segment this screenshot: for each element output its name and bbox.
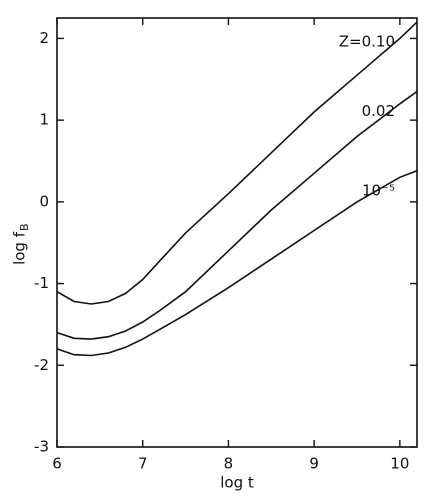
y-tick-label: 2	[39, 29, 49, 47]
y-tick-label: -2	[34, 356, 49, 374]
x-tick-label: 6	[52, 455, 62, 473]
plot-frame	[56, 17, 418, 448]
x-axis-label: log t	[220, 474, 254, 492]
y-axis-label-subscript: B	[18, 223, 31, 231]
x-tick-label: 9	[309, 455, 319, 473]
y-tick-label: 1	[39, 111, 49, 129]
curve	[56, 21, 418, 305]
x-tick-label: 7	[138, 455, 148, 473]
y-tick-label: 0	[39, 192, 49, 210]
x-tick-label: 8	[224, 455, 234, 473]
curve	[56, 90, 418, 340]
curve	[56, 170, 418, 357]
x-tick-label: 10	[390, 455, 409, 473]
curve-label: Z=0.10	[339, 33, 395, 51]
y-tick-label: -3	[34, 438, 49, 456]
y-axis-label-group: log f B	[11, 223, 32, 264]
y-axis-label: log f	[11, 231, 29, 265]
curve-label: 10⁻⁵	[362, 181, 395, 199]
curve-label: 0.02	[362, 102, 395, 120]
y-tick-label: -1	[34, 274, 49, 292]
